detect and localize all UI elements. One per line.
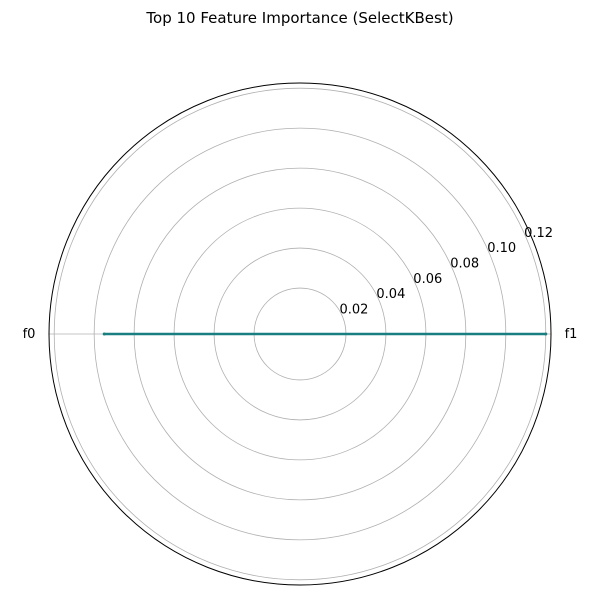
r-tick-label: 0.02 bbox=[340, 302, 369, 317]
category-label-f1: f1 bbox=[565, 327, 578, 342]
polar-frame bbox=[48, 82, 552, 586]
chart-title: Top 10 Feature Importance (SelectKBest) bbox=[146, 9, 454, 27]
category-label-f0: f0 bbox=[23, 327, 36, 342]
r-tick-label: 0.08 bbox=[450, 257, 479, 272]
data-point-f1 bbox=[544, 332, 548, 336]
r-tick-label: 0.06 bbox=[413, 272, 442, 287]
r-tick-label: 0.04 bbox=[376, 287, 405, 302]
label-layer: 0.02 0.04 0.06 0.08 0.10 0.12 f1 f0 bbox=[23, 226, 578, 342]
data-point-f0 bbox=[102, 332, 106, 336]
r-tick-label: 0.10 bbox=[487, 241, 516, 256]
r-tick-label: 0.12 bbox=[524, 226, 553, 241]
series-layer bbox=[102, 332, 548, 336]
